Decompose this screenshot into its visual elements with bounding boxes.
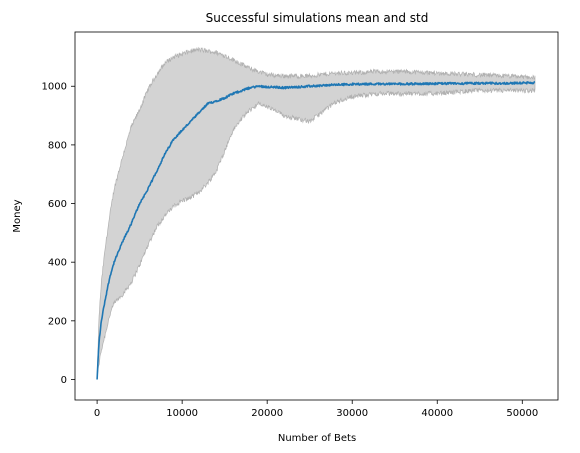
y-tick-label: 800 (48, 140, 67, 151)
plot-frame (74, 31, 559, 401)
x-tick-label: 40000 (421, 408, 453, 419)
y-tick-label: 0 (61, 375, 67, 386)
x-tick-label: 50000 (506, 408, 538, 419)
y-axis-ticks: 0 200 400 600 800 1000 (42, 82, 75, 386)
mean-line-layer (96, 81, 536, 380)
mean-line-0 (96, 81, 536, 380)
x-tick-label: 10000 (166, 408, 198, 419)
y-tick-label: 400 (48, 258, 67, 269)
x-tick-label: 20000 (251, 408, 283, 419)
y-tick-label: 600 (48, 199, 67, 210)
x-tick-label: 0 (94, 408, 100, 419)
y-tick-label: 200 (48, 316, 67, 327)
chart-title: Successful simulations mean and std (206, 11, 429, 25)
x-tick-label: 30000 (336, 408, 368, 419)
plot-area (74, 31, 559, 401)
y-axis-title: Money (12, 199, 23, 232)
x-axis-ticks: 0 10000 20000 30000 40000 50000 (94, 400, 538, 419)
x-axis-title: Number of Bets (278, 433, 356, 444)
y-tick-label: 1000 (42, 82, 67, 93)
